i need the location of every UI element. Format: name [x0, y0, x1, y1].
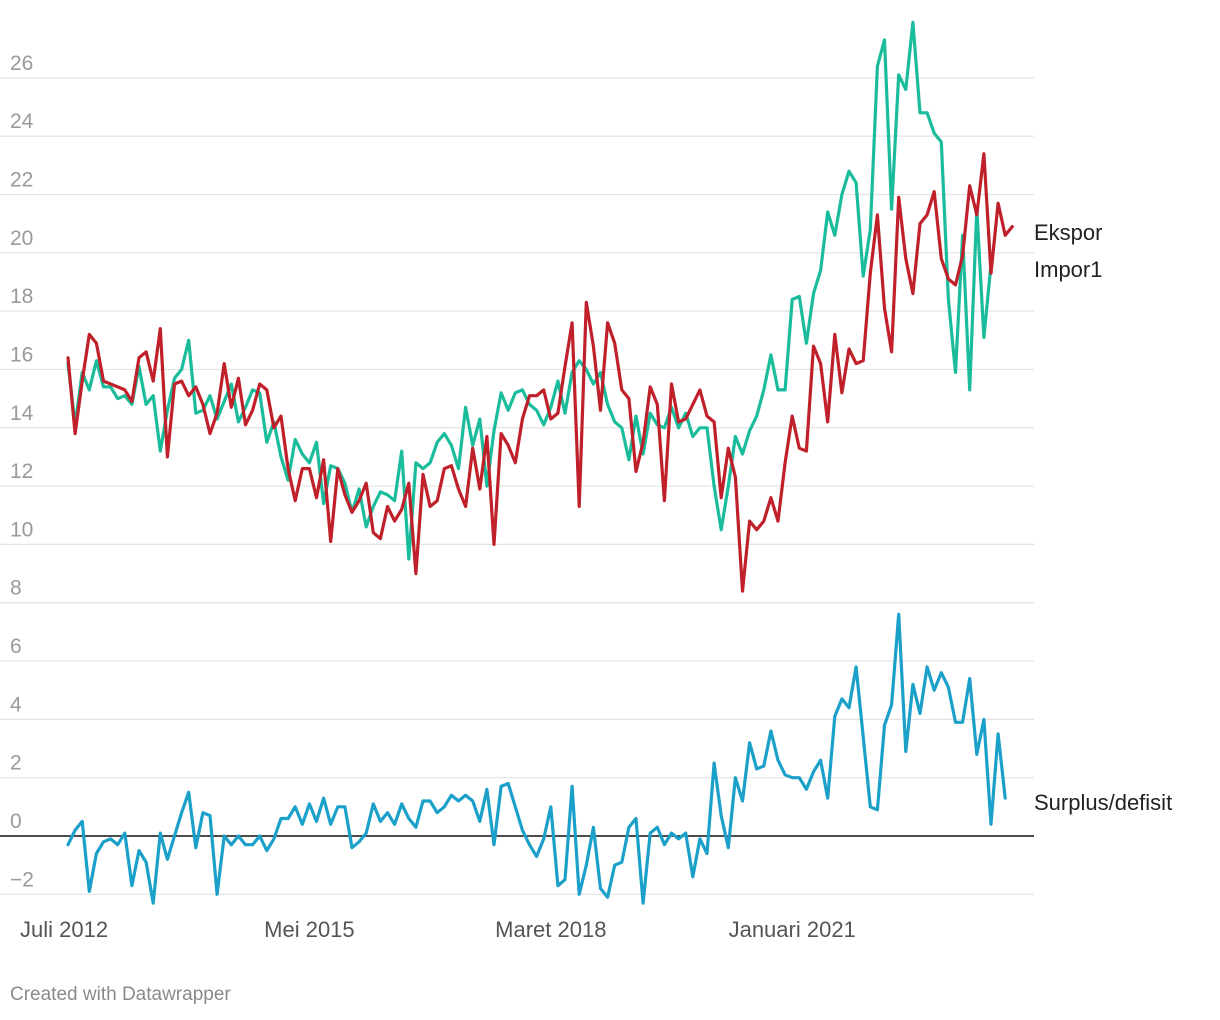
y-tick-label: 18 [10, 285, 33, 308]
y-tick-label: −2 [10, 868, 34, 891]
y-tick-label: 8 [10, 577, 22, 600]
y-tick-label: 4 [10, 693, 22, 716]
series-label-ekspor: Ekspor [1034, 220, 1102, 245]
y-tick-label: 2 [10, 752, 22, 775]
y-tick-label: 20 [10, 227, 33, 250]
series-line-ekspor [66, 20, 993, 561]
y-tick-label: 16 [10, 343, 33, 366]
x-tick-label: Maret 2018 [495, 917, 606, 942]
gridlines [0, 77, 1034, 895]
y-tick-label: 26 [10, 52, 33, 75]
y-tick-label: 10 [10, 518, 33, 541]
y-tick-label: 22 [10, 168, 33, 191]
x-tick-label: Mei 2015 [264, 917, 355, 942]
x-tick-label: Januari 2021 [729, 917, 856, 942]
x-tick-label: Juli 2012 [20, 917, 108, 942]
series-labels: Ekspor Impor1 Surplus/defisit [1034, 220, 1172, 815]
series-lines [66, 20, 1014, 905]
y-tick-label: 12 [10, 460, 33, 483]
series-line-impor1 [66, 152, 1014, 593]
y-tick-label: 14 [10, 402, 34, 425]
y-tick-label: 24 [10, 110, 34, 133]
y-tick-label: 6 [10, 635, 22, 658]
y-tick-label: 0 [10, 810, 22, 833]
series-line-surplus-defisit [66, 612, 1007, 905]
series-label-surplus-defisit: Surplus/defisit [1034, 790, 1172, 815]
footer-credit: Created with Datawrapper [10, 984, 231, 1005]
series-label-impor1: Impor1 [1034, 257, 1102, 282]
x-axis-ticks: Juli 2012 Mei 2015 Maret 2018 Januari 2021 [20, 917, 856, 942]
